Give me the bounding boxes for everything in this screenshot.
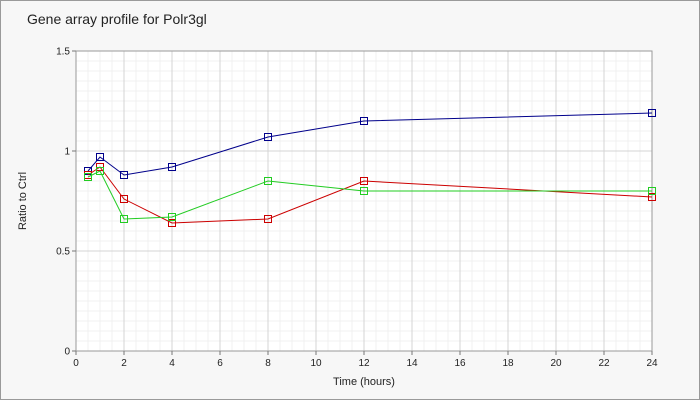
y-tick-label: 0 (64, 347, 70, 358)
x-tick-label: 16 (454, 358, 466, 369)
x-tick-label: 2 (121, 358, 127, 369)
data-point-marker (264, 177, 272, 185)
data-point-marker (648, 193, 656, 201)
data-point-marker (96, 167, 104, 175)
data-point-marker (168, 163, 176, 171)
data-point-marker (360, 177, 368, 185)
x-tick-label: 6 (217, 358, 223, 369)
data-point-marker (648, 109, 656, 117)
data-point-marker (648, 187, 656, 195)
x-tick-label: 18 (502, 358, 514, 369)
data-point-marker (168, 213, 176, 221)
chart-title: Gene array profile for Polr3gl (27, 11, 207, 27)
x-tick-label: 0 (73, 358, 79, 369)
series-line (87, 112, 653, 176)
series-layer (84, 109, 656, 227)
data-point-marker (84, 173, 92, 181)
data-point-marker (360, 117, 368, 125)
series-line (87, 170, 652, 220)
data-point-marker (120, 171, 128, 179)
x-axis-ticks: 0 2 4 6 8 10 12 14 16 18 20 22 24 (73, 351, 658, 369)
y-axis-label: Ratio to Ctrl (17, 172, 29, 230)
x-tick-label: 10 (310, 358, 322, 369)
x-tick-label: 4 (169, 358, 175, 369)
data-point-marker (120, 195, 128, 203)
y-tick-label: 1.5 (56, 47, 70, 58)
x-tick-label: 24 (646, 358, 658, 369)
data-point-marker (120, 215, 128, 223)
x-axis-label: Time (hours) (333, 376, 395, 388)
x-tick-label: 20 (550, 358, 562, 369)
y-tick-label: 0.5 (56, 247, 70, 258)
data-point-marker (96, 153, 104, 161)
data-point-marker (360, 187, 368, 195)
x-tick-label: 8 (265, 358, 271, 369)
x-tick-label: 12 (358, 358, 370, 369)
y-tick-label: 1 (64, 147, 70, 158)
data-point-marker (264, 133, 272, 141)
data-point-marker (264, 215, 272, 223)
x-tick-label: 14 (406, 358, 418, 369)
data-point-marker (168, 219, 176, 227)
x-tick-label: 22 (598, 358, 610, 369)
series-3 (84, 167, 656, 223)
y-axis-ticks: 0 0.5 1 1.5 (56, 47, 76, 358)
